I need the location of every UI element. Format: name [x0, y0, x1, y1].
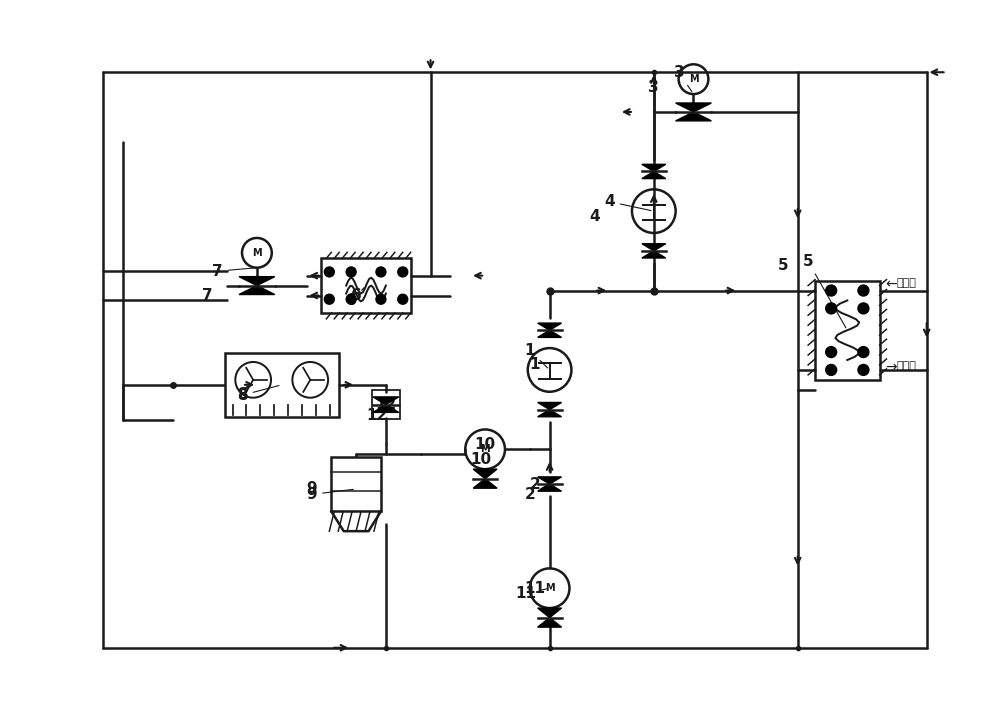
Bar	[815, 281, 880, 380]
Text: 12: 12	[375, 397, 397, 412]
Polygon shape	[239, 286, 275, 294]
Text: ←: ←	[885, 277, 897, 292]
Polygon shape	[373, 405, 399, 413]
Text: 10: 10	[470, 449, 491, 467]
Text: 11: 11	[515, 586, 547, 601]
Polygon shape	[642, 164, 666, 171]
Bar	[321, 258, 411, 313]
Text: 8: 8	[237, 385, 279, 402]
Circle shape	[346, 294, 356, 304]
Circle shape	[376, 294, 386, 304]
Circle shape	[346, 267, 356, 277]
Circle shape	[858, 285, 869, 296]
Text: 5: 5	[777, 258, 788, 273]
Text: M: M	[689, 74, 698, 84]
Text: 3: 3	[648, 80, 659, 94]
Circle shape	[324, 294, 334, 304]
Polygon shape	[538, 608, 562, 618]
Circle shape	[826, 285, 837, 296]
Text: 8: 8	[237, 387, 247, 402]
Polygon shape	[538, 323, 562, 330]
Circle shape	[826, 364, 837, 375]
Polygon shape	[676, 112, 711, 121]
Circle shape	[398, 294, 408, 304]
Text: 7: 7	[212, 264, 254, 279]
Text: M: M	[480, 444, 490, 454]
Polygon shape	[239, 276, 275, 286]
Polygon shape	[642, 171, 666, 179]
Polygon shape	[642, 251, 666, 258]
Polygon shape	[473, 479, 497, 488]
Circle shape	[858, 364, 869, 375]
Text: 进水口: 进水口	[897, 278, 917, 287]
Text: 6: 6	[346, 287, 364, 308]
Polygon shape	[538, 618, 562, 627]
Text: 7: 7	[202, 288, 213, 303]
Circle shape	[376, 267, 386, 277]
Polygon shape	[676, 103, 711, 112]
Polygon shape	[538, 484, 562, 491]
Text: 2: 2	[525, 485, 547, 502]
Circle shape	[398, 267, 408, 277]
Text: 9: 9	[307, 487, 353, 502]
Polygon shape	[473, 469, 497, 479]
Text: 1: 1	[525, 343, 548, 368]
Text: 1: 1	[529, 357, 540, 372]
Polygon shape	[538, 477, 562, 484]
Polygon shape	[538, 330, 562, 338]
Text: 9: 9	[306, 482, 317, 497]
Polygon shape	[538, 402, 562, 410]
Text: 出水口: 出水口	[897, 361, 917, 371]
Text: 10: 10	[475, 437, 496, 452]
Text: →: →	[885, 361, 897, 375]
Circle shape	[324, 267, 334, 277]
Circle shape	[826, 346, 837, 358]
Text: 4: 4	[604, 194, 651, 210]
Text: M: M	[252, 248, 262, 258]
Circle shape	[858, 346, 869, 358]
Circle shape	[826, 303, 837, 314]
Polygon shape	[373, 397, 399, 405]
Circle shape	[858, 303, 869, 314]
Polygon shape	[538, 410, 562, 417]
Text: 4: 4	[589, 209, 600, 224]
Bar	[225, 353, 339, 417]
Polygon shape	[642, 243, 666, 251]
Bar	[331, 456, 381, 511]
Text: 6: 6	[351, 288, 361, 303]
Text: 2: 2	[529, 477, 540, 492]
Text: 12: 12	[366, 405, 387, 423]
Text: M: M	[545, 583, 554, 593]
Text: 3: 3	[674, 66, 692, 91]
Text: 11: 11	[524, 581, 545, 595]
Text: 5: 5	[803, 253, 846, 328]
Bar	[372, 390, 400, 419]
